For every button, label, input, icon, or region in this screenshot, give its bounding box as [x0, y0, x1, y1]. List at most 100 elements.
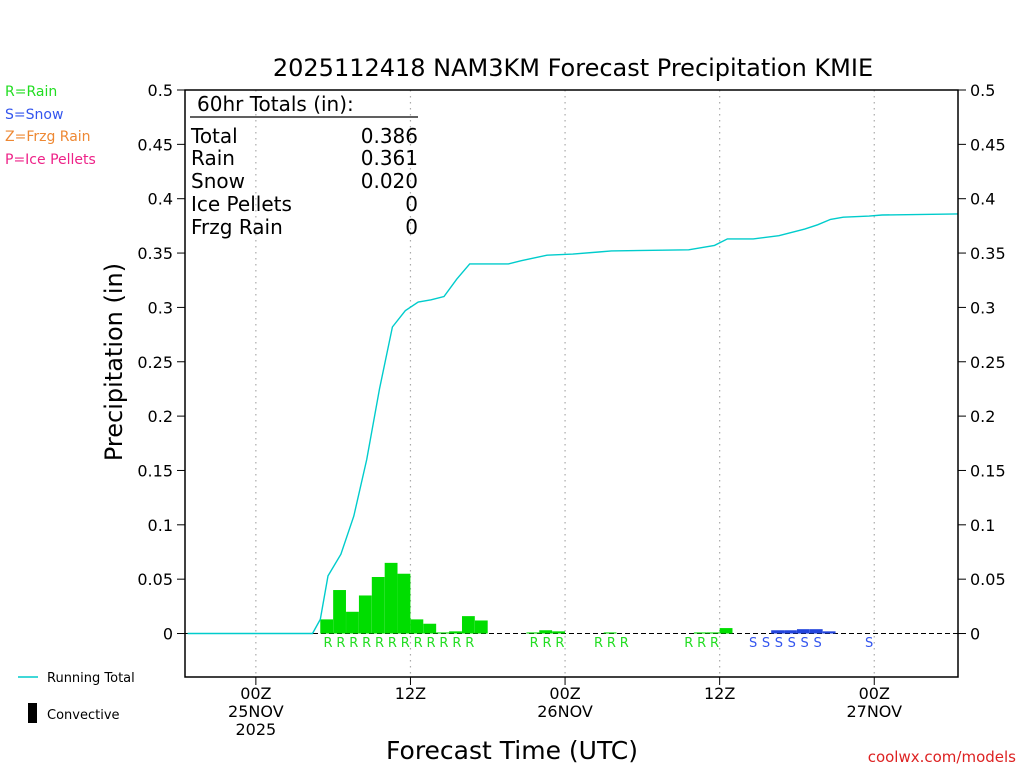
x-axis-title: Forecast Time (UTC): [386, 736, 638, 765]
snow-marker: S: [788, 636, 796, 651]
precip-bars: [320, 562, 836, 634]
totals-label: Snow: [191, 169, 245, 193]
rain-marker: R: [362, 636, 371, 651]
totals-value: 0.386: [361, 124, 418, 148]
rain-bar: [552, 631, 565, 634]
rain-bar: [320, 619, 334, 634]
snow-marker: S: [813, 636, 821, 651]
rain-marker: R: [607, 636, 616, 651]
rain-bar: [474, 620, 488, 634]
rain-marker: R: [530, 636, 539, 651]
credit-text: coolwx.com/models: [868, 748, 1016, 766]
gridlines: [255, 90, 875, 677]
x-tick-label: 27NOV: [846, 702, 902, 721]
y-tick-label-right: 0.25: [970, 353, 1006, 372]
x-tick-label: 12Z: [704, 684, 735, 703]
convective-swatch: [28, 703, 37, 723]
rain-marker: R: [439, 636, 448, 651]
legend-ice-pellets: P=Ice Pellets: [5, 152, 96, 168]
x-tick-label: 2025: [235, 720, 276, 739]
rain-bar: [410, 619, 424, 634]
x-tick-label: 12Z: [395, 684, 426, 703]
snow-bar: [822, 631, 836, 634]
rain-bar: [539, 630, 553, 634]
rain-bar: [603, 632, 617, 634]
running-total-line: [187, 213, 959, 635]
y-tick-label-left: 0.45: [137, 135, 173, 154]
y-tick-label-left: 0.3: [148, 298, 173, 317]
x-tick-label: 00Z: [859, 684, 890, 703]
snow-marker: S: [749, 636, 757, 651]
snow-bar: [784, 630, 797, 634]
y-tick-label-left: 0.25: [137, 353, 173, 372]
rain-bar: [423, 623, 437, 634]
rain-bar: [461, 616, 475, 634]
snow-bar: [771, 630, 785, 634]
totals-value: 0: [405, 215, 418, 239]
chart-title: 2025112418 NAM3KM Forecast Precipitation…: [273, 54, 873, 82]
rain-marker: R: [684, 636, 693, 651]
legend-snow: S=Snow: [5, 107, 63, 123]
x-tick-label: 25NOV: [228, 702, 284, 721]
snow-marker: S: [865, 636, 873, 651]
totals-value: 0.361: [361, 146, 418, 170]
y-tick-label-right: 0.2: [970, 407, 995, 426]
rain-bar: [436, 632, 450, 634]
y-axis-title: Precipitation (in): [100, 263, 128, 461]
rain-bar: [719, 628, 733, 634]
legend-frzg-rain: Z=Frzg Rain: [5, 129, 91, 145]
series-legend: Running Total Convective: [18, 671, 135, 723]
totals-label: Frzg Rain: [191, 215, 283, 239]
totals-box: 60hr Totals (in): Total 0.386 Rain 0.361…: [190, 92, 418, 239]
rain-bar: [706, 632, 720, 634]
rain-marker: R: [336, 636, 345, 651]
totals-label: Total: [190, 124, 238, 148]
rain-marker: R: [452, 636, 461, 651]
rain-bar: [346, 611, 359, 634]
plot-frame: [184, 89, 959, 678]
rain-marker: R: [465, 636, 474, 651]
y-tick-label-left: 0: [163, 625, 173, 644]
y-tick-label-right: 0.3: [970, 298, 995, 317]
y-tick-label-left: 0.05: [137, 570, 173, 589]
y-tick-label-right: 0.15: [970, 461, 1006, 480]
snow-marker: S: [762, 636, 770, 651]
precip-type-legend: R=Rain S=Snow Z=Frzg Rain P=Ice Pellets: [5, 84, 96, 168]
y-tick-label-left: 0.2: [148, 407, 173, 426]
rain-bar: [371, 576, 385, 634]
y-tick-label-left: 0.35: [137, 244, 173, 263]
rain-bar: [449, 631, 462, 634]
y-tick-label-right: 0.05: [970, 570, 1006, 589]
snow-marker: S: [801, 636, 809, 651]
x-tick-label: 00Z: [549, 684, 580, 703]
y-tick-label-left: 0.15: [137, 461, 173, 480]
y-tick-label-left: 0.1: [148, 516, 173, 535]
convective-label: Convective: [47, 708, 120, 723]
y-tick-label-left: 0.4: [148, 190, 173, 209]
totals-label: Rain: [191, 146, 235, 170]
snow-bar: [809, 629, 823, 634]
totals-header: 60hr Totals (in):: [197, 92, 354, 116]
y-tick-label-right: 0.5: [970, 81, 995, 100]
rain-marker: R: [697, 636, 706, 651]
rain-marker: R: [375, 636, 384, 651]
legend-rain: R=Rain: [5, 84, 57, 100]
rain-marker: R: [594, 636, 603, 651]
y-tick-label-right: 0.4: [970, 190, 995, 209]
rain-marker: R: [414, 636, 423, 651]
x-tick-label: 00Z: [240, 684, 271, 703]
rain-marker: R: [323, 636, 332, 651]
totals-value: 0.020: [361, 169, 418, 193]
y-axis-left: 0 0.05 0.1 0.15 0.2 0.25 0.3 0.35 0.4 0.45 0.5: [137, 81, 185, 644]
rain-bar: [333, 590, 346, 634]
x-tick-label: 26NOV: [537, 702, 593, 721]
snow-bar: [796, 629, 810, 634]
rain-marker: R: [710, 636, 719, 651]
running-total-label: Running Total: [47, 671, 135, 686]
rain-bar: [397, 573, 411, 634]
rain-marker: R: [349, 636, 358, 651]
rain-marker: R: [555, 636, 564, 651]
